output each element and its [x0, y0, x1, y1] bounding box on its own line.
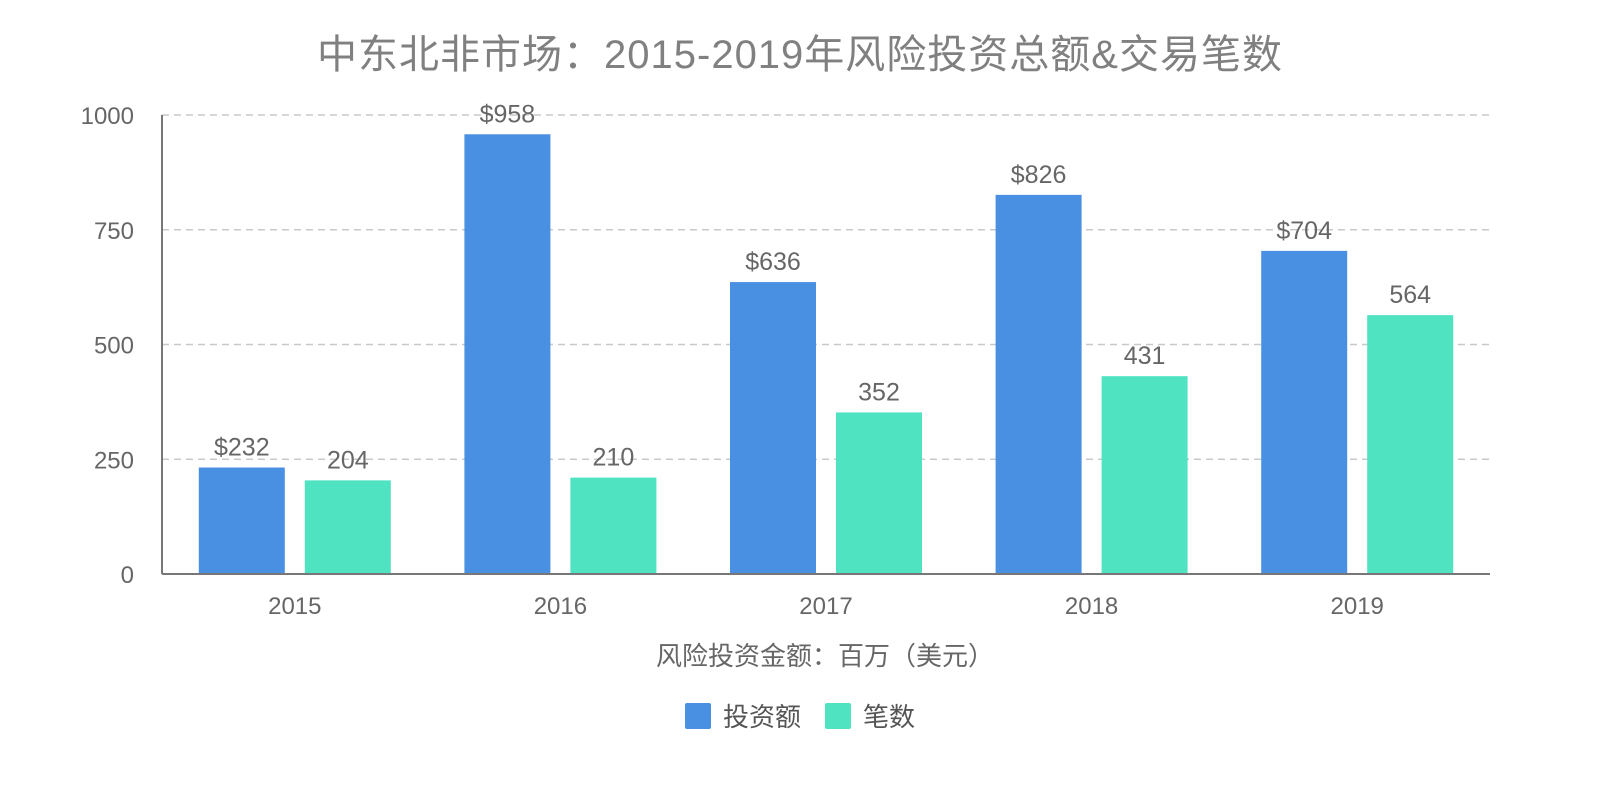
data-label-deals-2015: 204	[327, 446, 369, 474]
legend-item-deals: 笔数	[825, 697, 915, 734]
legend-item-investment: 投资额	[684, 697, 801, 734]
bar-investment-2016	[464, 134, 551, 574]
bar-deals-2015	[304, 480, 391, 574]
data-label-investment-2017: $636	[745, 248, 801, 276]
chart-title: 中东北非市场：2015-2019年风险投资总额&交易笔数	[317, 33, 1283, 77]
labels: 0 250 500 750 1000 $232 204 2015 $958 210 2016 $636…	[81, 100, 1432, 620]
bar-deals-2019	[1367, 315, 1454, 574]
x-tick-label: 2015	[268, 593, 321, 620]
data-label-investment-2018: $826	[1011, 161, 1067, 189]
y-tick-label: 1000	[81, 103, 134, 130]
y-tick-label: 250	[94, 447, 134, 474]
bars	[198, 134, 1454, 574]
bar-deals-2016	[570, 477, 657, 574]
bar-deals-2018	[1101, 376, 1188, 574]
data-label-deals-2016: 210	[593, 444, 635, 472]
y-tick-label: 500	[94, 333, 134, 360]
data-label-investment-2015: $232	[214, 434, 270, 462]
data-label-deals-2018: 431	[1124, 342, 1166, 370]
data-label-deals-2017: 352	[858, 378, 900, 406]
x-axis-title: 风险投资金额：百万（美元）	[655, 641, 994, 671]
x-tick-label: 2019	[1331, 593, 1384, 620]
legend-swatch-investment	[684, 702, 711, 729]
bar-deals-2017	[836, 412, 922, 574]
legend-label-investment: 投资额	[722, 702, 801, 732]
x-tick-label: 2018	[1065, 593, 1118, 620]
y-tick-label: 0	[121, 562, 134, 589]
legend-swatch-deals	[825, 702, 851, 729]
data-label-investment-2019: $704	[1276, 217, 1332, 245]
legend: 投资额 笔数	[0, 697, 1600, 734]
data-label-investment-2016: $958	[480, 100, 536, 128]
bar-investment-2019	[1261, 250, 1348, 574]
bar-investment-2017	[730, 282, 816, 574]
y-tick-label: 750	[94, 218, 134, 245]
x-tick-label: 2016	[534, 593, 587, 620]
data-label-deals-2019: 564	[1389, 281, 1431, 309]
x-tick-label: 2017	[799, 593, 852, 620]
bar-investment-2015	[198, 467, 285, 574]
legend-label-deals: 笔数	[863, 702, 916, 732]
bar-investment-2018	[995, 194, 1082, 574]
axes	[161, 115, 1490, 575]
